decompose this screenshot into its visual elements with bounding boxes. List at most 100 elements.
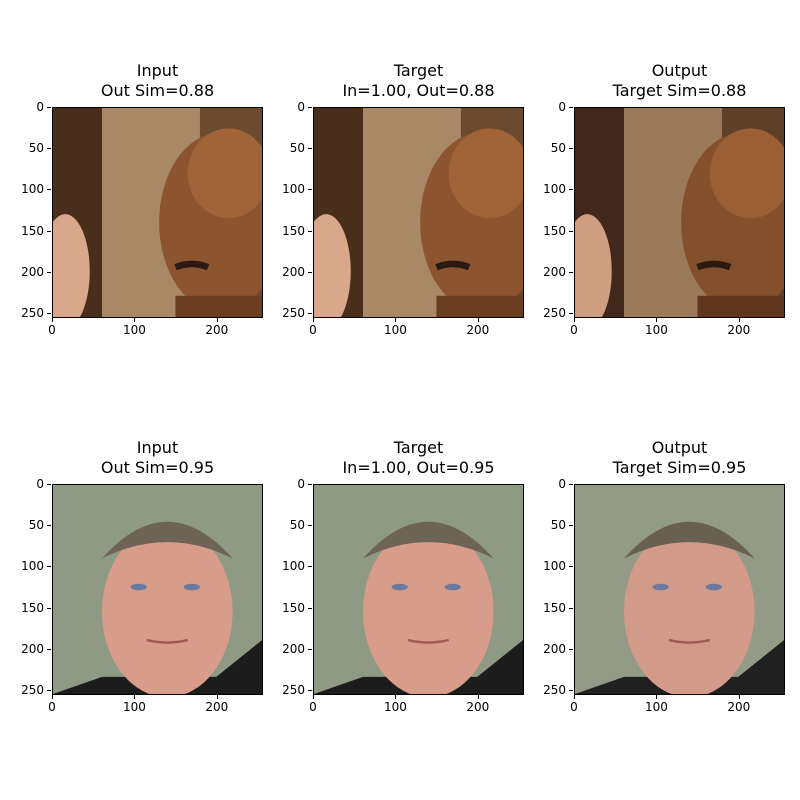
y-tick-label: 200	[543, 641, 566, 656]
y-tick-mark	[569, 148, 573, 150]
x-tick-mark	[574, 695, 575, 699]
x-tick-mark	[477, 318, 479, 322]
y-tick-label: 100	[282, 559, 305, 574]
y-tick-label: 50	[550, 141, 566, 156]
y-tick-label: 0	[297, 477, 305, 491]
y-tick-mark	[569, 107, 573, 108]
x-tick-label: 200	[205, 323, 229, 337]
y-tick-mark	[47, 607, 51, 609]
x-tick-label: 100	[644, 323, 668, 337]
y-tick-label: 200	[543, 264, 566, 279]
y-tick-label: 150	[282, 600, 305, 615]
y-tick-label: 0	[297, 100, 305, 114]
y-tick-label: 100	[543, 182, 566, 197]
y-tick-mark	[47, 566, 51, 568]
y-tick-label: 150	[21, 223, 44, 238]
y-tick-label: 200	[282, 264, 305, 279]
y-tick-label: 200	[282, 641, 305, 656]
y-tick-label: 150	[543, 600, 566, 615]
y-tick-label: 0	[36, 477, 44, 491]
y-tick-label: 100	[21, 182, 44, 197]
x-tick-label: 200	[466, 700, 490, 714]
x-tick-mark	[134, 318, 136, 322]
y-tick-mark	[308, 230, 312, 232]
y-tick-mark	[47, 189, 51, 191]
x-tick-label: 200	[727, 700, 751, 714]
y-tick-label: 100	[21, 559, 44, 574]
y-tick-mark	[308, 189, 312, 191]
panel-title: Input Out Sim=0.95	[100, 438, 215, 477]
x-tick-mark	[656, 318, 658, 322]
y-tick-label: 150	[21, 600, 44, 615]
y-tick-mark	[308, 271, 312, 273]
y-tick-label: 250	[21, 306, 44, 321]
y-tick-mark	[47, 690, 51, 692]
x-tick-mark	[574, 318, 575, 322]
y-tick-label: 50	[28, 518, 44, 533]
y-tick-mark	[47, 525, 51, 527]
x-tick-label: 0	[48, 323, 56, 337]
y-tick-mark	[308, 648, 312, 650]
y-tick-mark	[47, 230, 51, 232]
x-tick-mark	[395, 318, 397, 322]
y-tick-label: 50	[550, 518, 566, 533]
y-tick-mark	[308, 566, 312, 568]
y-tick-label: 0	[558, 100, 566, 114]
x-tick-mark	[313, 695, 314, 699]
x-tick-mark	[52, 318, 53, 322]
y-tick-mark	[569, 566, 573, 568]
panel-output-1: Output Target Sim=0.88 0 50 100 150 200 250 0 10…	[543, 61, 785, 337]
panel-target-1: Target In=1.00, Out=0.88 0 50 100 150 200 250 0…	[282, 61, 524, 337]
x-tick-label: 100	[122, 323, 146, 337]
y-tick-mark	[569, 690, 573, 692]
x-tick-mark	[738, 318, 740, 322]
y-tick-mark	[47, 107, 51, 108]
y-tick-mark	[569, 484, 573, 485]
x-tick-label: 0	[309, 700, 317, 714]
y-tick-label: 250	[21, 683, 44, 698]
x-tick-label: 100	[383, 323, 407, 337]
x-tick-mark	[395, 695, 397, 699]
panel-title: Target In=1.00, Out=0.95	[342, 438, 495, 477]
y-tick-mark	[569, 525, 573, 527]
face-photo	[313, 107, 524, 318]
x-tick-mark	[216, 318, 218, 322]
y-tick-mark	[569, 271, 573, 273]
x-tick-label: 0	[309, 323, 317, 337]
y-tick-label: 50	[289, 518, 305, 533]
panel-input-1: Input Out Sim=0.88 0 50 100 150 200 250 0 100 200	[21, 61, 263, 337]
y-tick-label: 250	[282, 683, 305, 698]
y-tick-mark	[308, 313, 312, 315]
face-photo	[52, 107, 263, 318]
panel-title: Output Target Sim=0.88	[612, 61, 747, 100]
x-tick-label: 200	[205, 700, 229, 714]
y-tick-label: 0	[36, 100, 44, 114]
y-tick-label: 150	[282, 223, 305, 238]
y-tick-label: 50	[289, 141, 305, 156]
x-tick-label: 100	[122, 700, 146, 714]
y-tick-mark	[308, 107, 312, 108]
y-tick-mark	[569, 189, 573, 191]
x-tick-label: 0	[48, 700, 56, 714]
y-tick-mark	[47, 648, 51, 650]
x-tick-mark	[134, 695, 136, 699]
y-tick-mark	[47, 148, 51, 150]
panel-title: Output Target Sim=0.95	[612, 438, 747, 477]
panel-output-2: Output Target Sim=0.95 0 50 100 150 200 250 0 10…	[543, 438, 785, 714]
panel-title: Target In=1.00, Out=0.88	[342, 61, 495, 100]
x-tick-mark	[52, 695, 53, 699]
y-tick-label: 250	[543, 683, 566, 698]
x-tick-mark	[216, 695, 218, 699]
face-photo	[313, 484, 524, 695]
face-photo	[574, 107, 785, 318]
x-tick-mark	[313, 318, 314, 322]
x-tick-mark	[656, 695, 658, 699]
x-tick-label: 100	[644, 700, 668, 714]
x-tick-label: 0	[570, 323, 578, 337]
y-tick-label: 150	[543, 223, 566, 238]
y-tick-label: 100	[543, 559, 566, 574]
y-tick-mark	[308, 148, 312, 150]
x-tick-mark	[477, 695, 479, 699]
y-tick-label: 200	[21, 641, 44, 656]
y-tick-mark	[47, 484, 51, 485]
